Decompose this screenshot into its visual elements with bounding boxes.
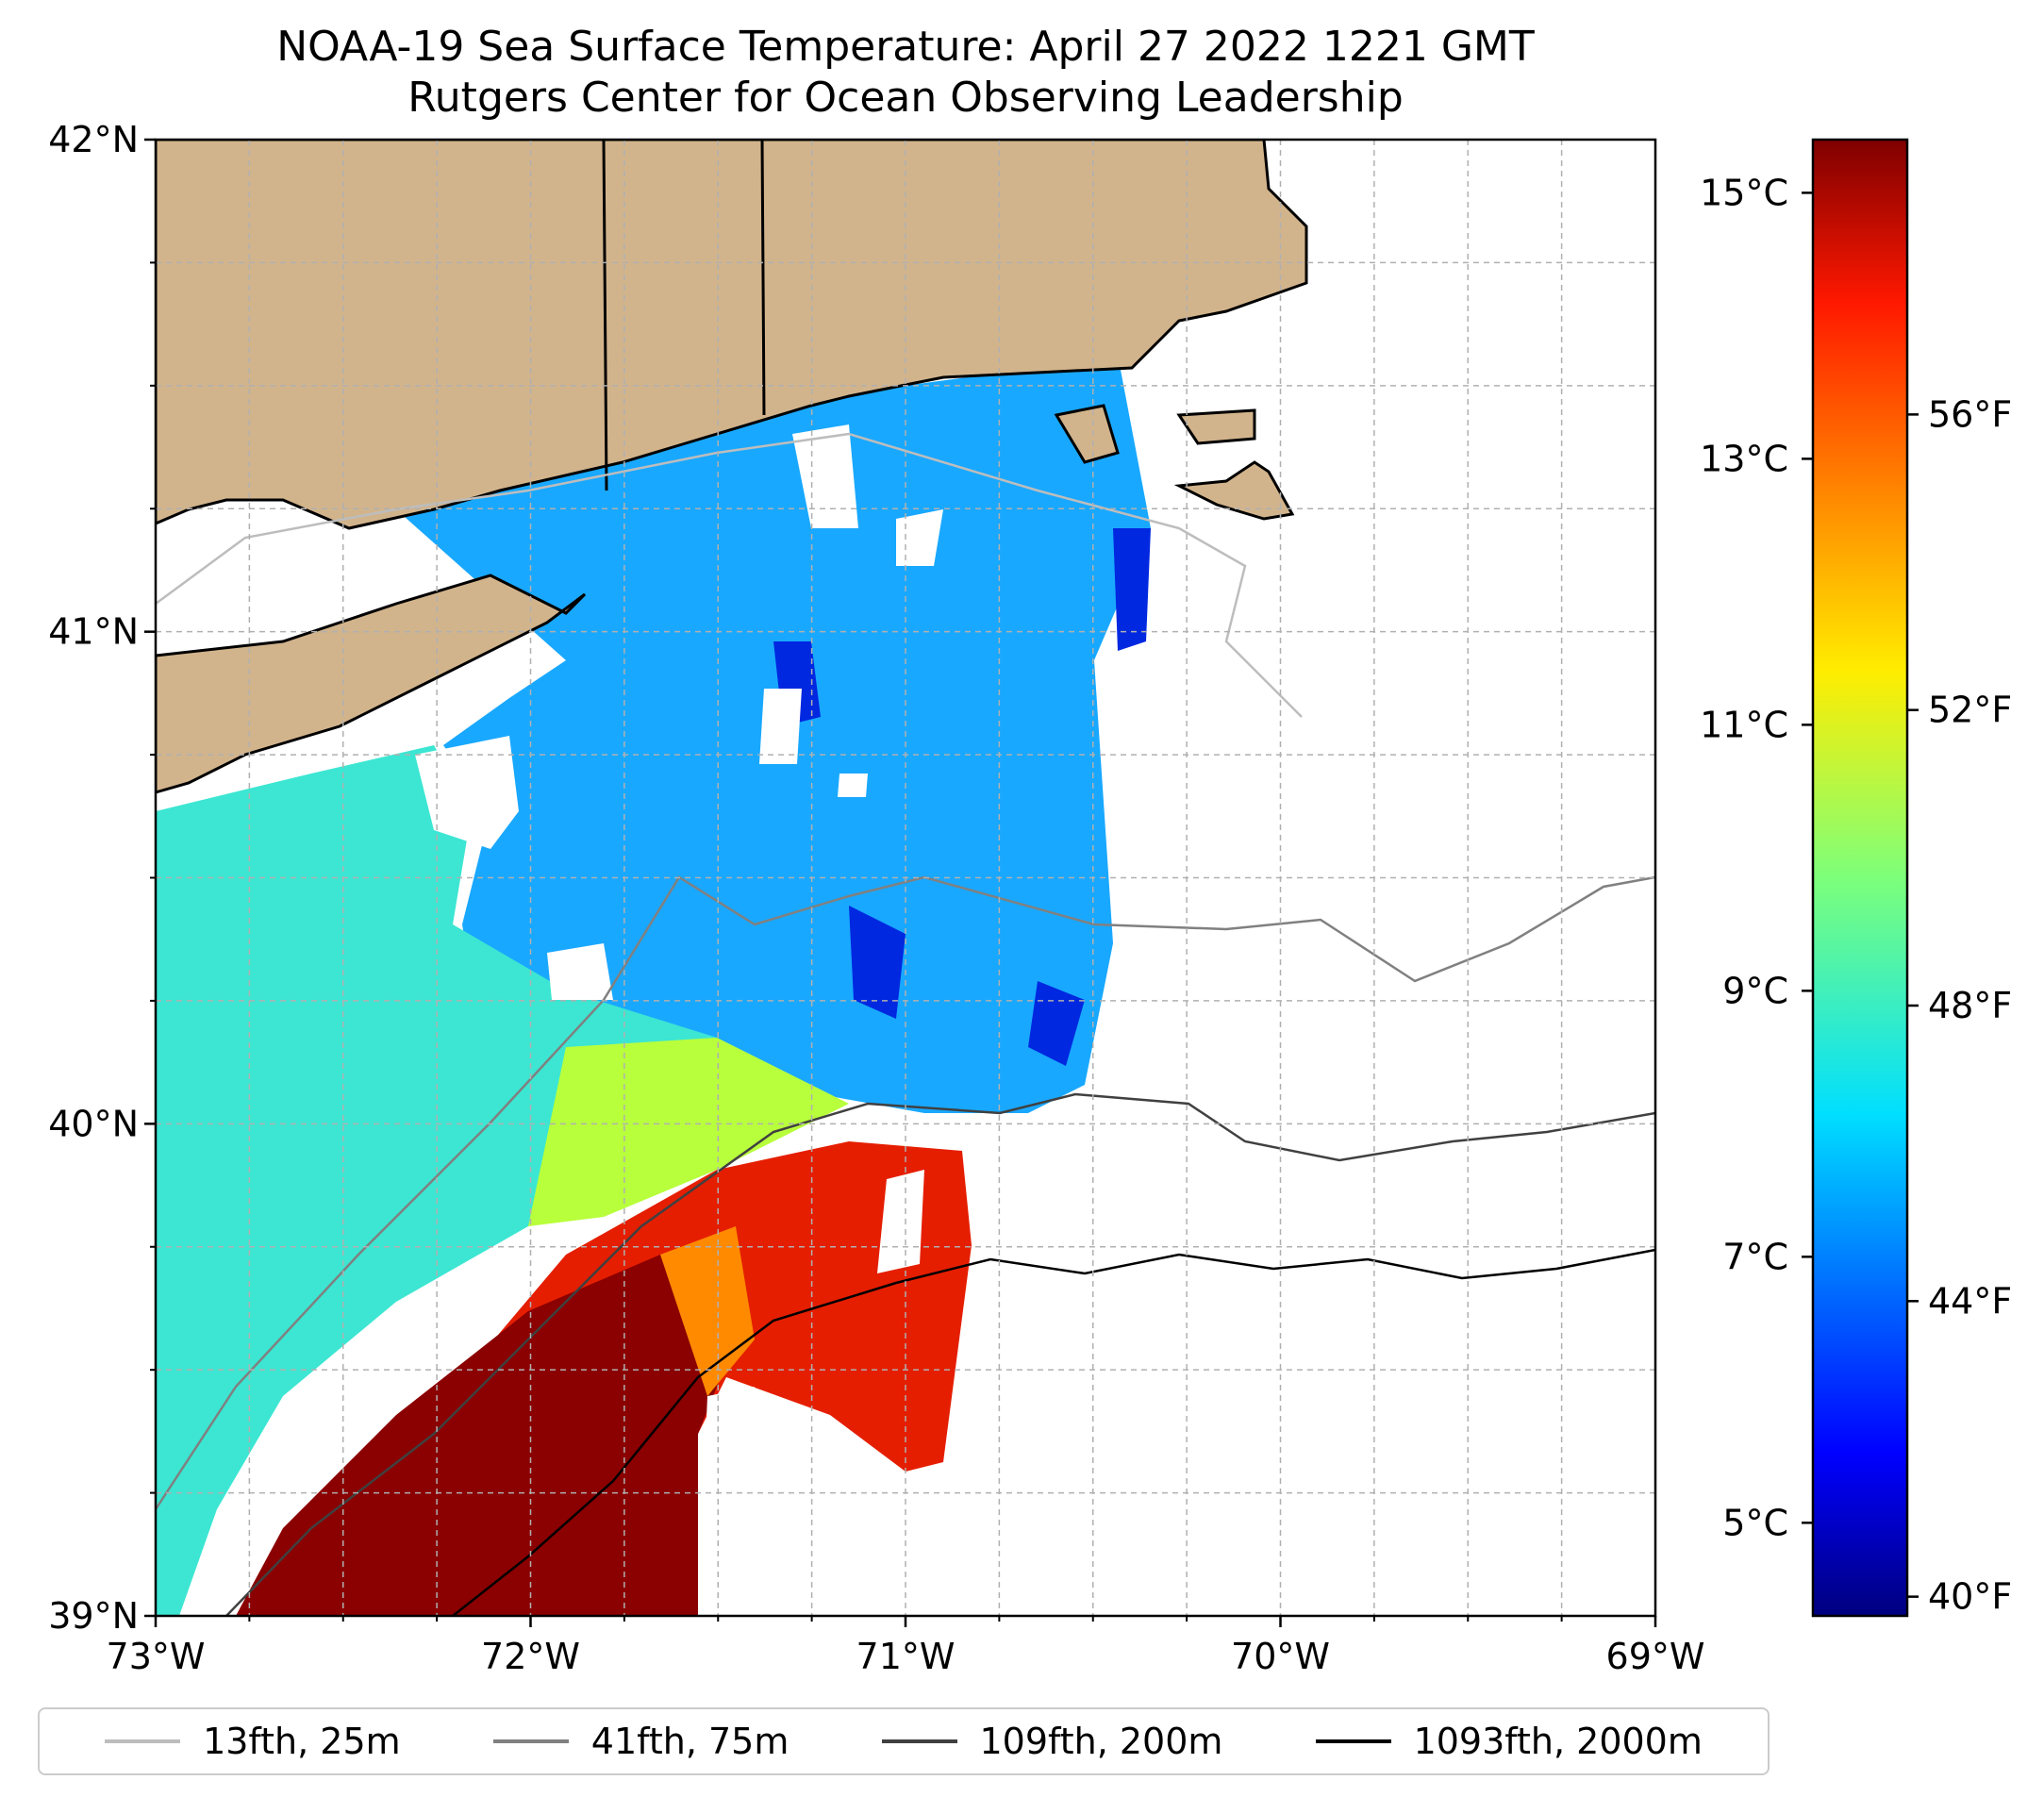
colorbar-celsius-label: 7°C [1722, 1236, 1788, 1277]
colorbar-fahrenheit-label: 48°F [1928, 985, 2012, 1026]
latitude-axis: 39°N 40°N 41°N 42°N [48, 119, 156, 1637]
sst-yellow-front [528, 1038, 849, 1226]
contour-25m [156, 432, 1303, 718]
land-connecticut-ri [156, 140, 1308, 530]
longitude-axis: 73°W 72°W 71°W 70°W 69°W [107, 1616, 1705, 1677]
legend-label: 41fth, 75m [590, 1721, 789, 1762]
lat-tick-label: 42°N [48, 119, 139, 160]
lat-tick-label: 40°N [48, 1103, 139, 1144]
colorbar-celsius-label: 13°C [1700, 438, 1788, 479]
land-long-island [156, 574, 587, 794]
lon-tick-label: 70°W [1231, 1636, 1330, 1677]
contour-75m [156, 875, 1655, 1510]
lon-tick-label: 71°W [856, 1636, 956, 1677]
contour-2000m [452, 1248, 1655, 1616]
lon-tick-label: 73°W [107, 1636, 206, 1677]
state-border [602, 140, 608, 491]
colorbar-fahrenheit-label: 56°F [1928, 393, 2012, 435]
legend-label: 13fth, 25m [203, 1721, 401, 1762]
sst-map: 73°W 72°W 71°W 70°W 69°W 39°N 40°N 41°N 42°N 5°… [48, 119, 2012, 1677]
state-border [760, 140, 766, 416]
legend-item: 41fth, 75m [492, 1721, 789, 1762]
contour-200m [225, 1092, 1655, 1616]
legend-swatch [105, 1739, 181, 1743]
sst-teal-midshelf [156, 745, 773, 1616]
legend-label: 109fth, 200m [979, 1721, 1223, 1762]
colorbar-celsius-label: 5°C [1722, 1502, 1788, 1543]
legend-item: 13fth, 25m [105, 1721, 401, 1762]
colorbar-fahrenheit-label: 40°F [1928, 1576, 2012, 1618]
lon-tick-label: 72°W [481, 1636, 580, 1677]
legend-swatch [1315, 1739, 1391, 1743]
colorbar-celsius-axis: 5°C 7°C 9°C 11°C 13°C 15°C [1700, 172, 1813, 1543]
legend-item: 109fth, 200m [881, 1721, 1223, 1762]
colorbar-fahrenheit-label: 44°F [1928, 1280, 2012, 1322]
lon-tick-label: 69°W [1606, 1636, 1705, 1677]
depth-contour-legend: 13fth, 25m 41fth, 75m 109fth, 200m 1093f… [38, 1707, 1770, 1775]
colorbar-fahrenheit-axis: 40°F 44°F 48°F 52°F 56°F [1907, 393, 2012, 1618]
colorbar-fahrenheit-label: 52°F [1928, 690, 2012, 731]
land-marthas-vineyard [1176, 408, 1256, 445]
legend-swatch [881, 1739, 957, 1743]
chart-subtitle: Rutgers Center for Ocean Observing Leade… [407, 74, 1404, 122]
sst-very-warm [236, 1255, 736, 1616]
legend-label: 1093fth, 2000m [1413, 1721, 1703, 1762]
land-block-island [1054, 404, 1120, 464]
colorbar-celsius-label: 15°C [1700, 172, 1788, 213]
colorbar [1811, 138, 1909, 1618]
lat-tick-label: 39°N [48, 1595, 139, 1637]
colorbar-celsius-label: 11°C [1700, 704, 1788, 745]
colorbar-celsius-label: 9°C [1722, 970, 1788, 1011]
legend-item: 1093fth, 2000m [1315, 1721, 1703, 1762]
legend-swatch [492, 1739, 569, 1743]
chart-title: NOAA-19 Sea Surface Temperature: April 2… [276, 23, 1535, 71]
lat-tick-label: 41°N [48, 611, 139, 653]
